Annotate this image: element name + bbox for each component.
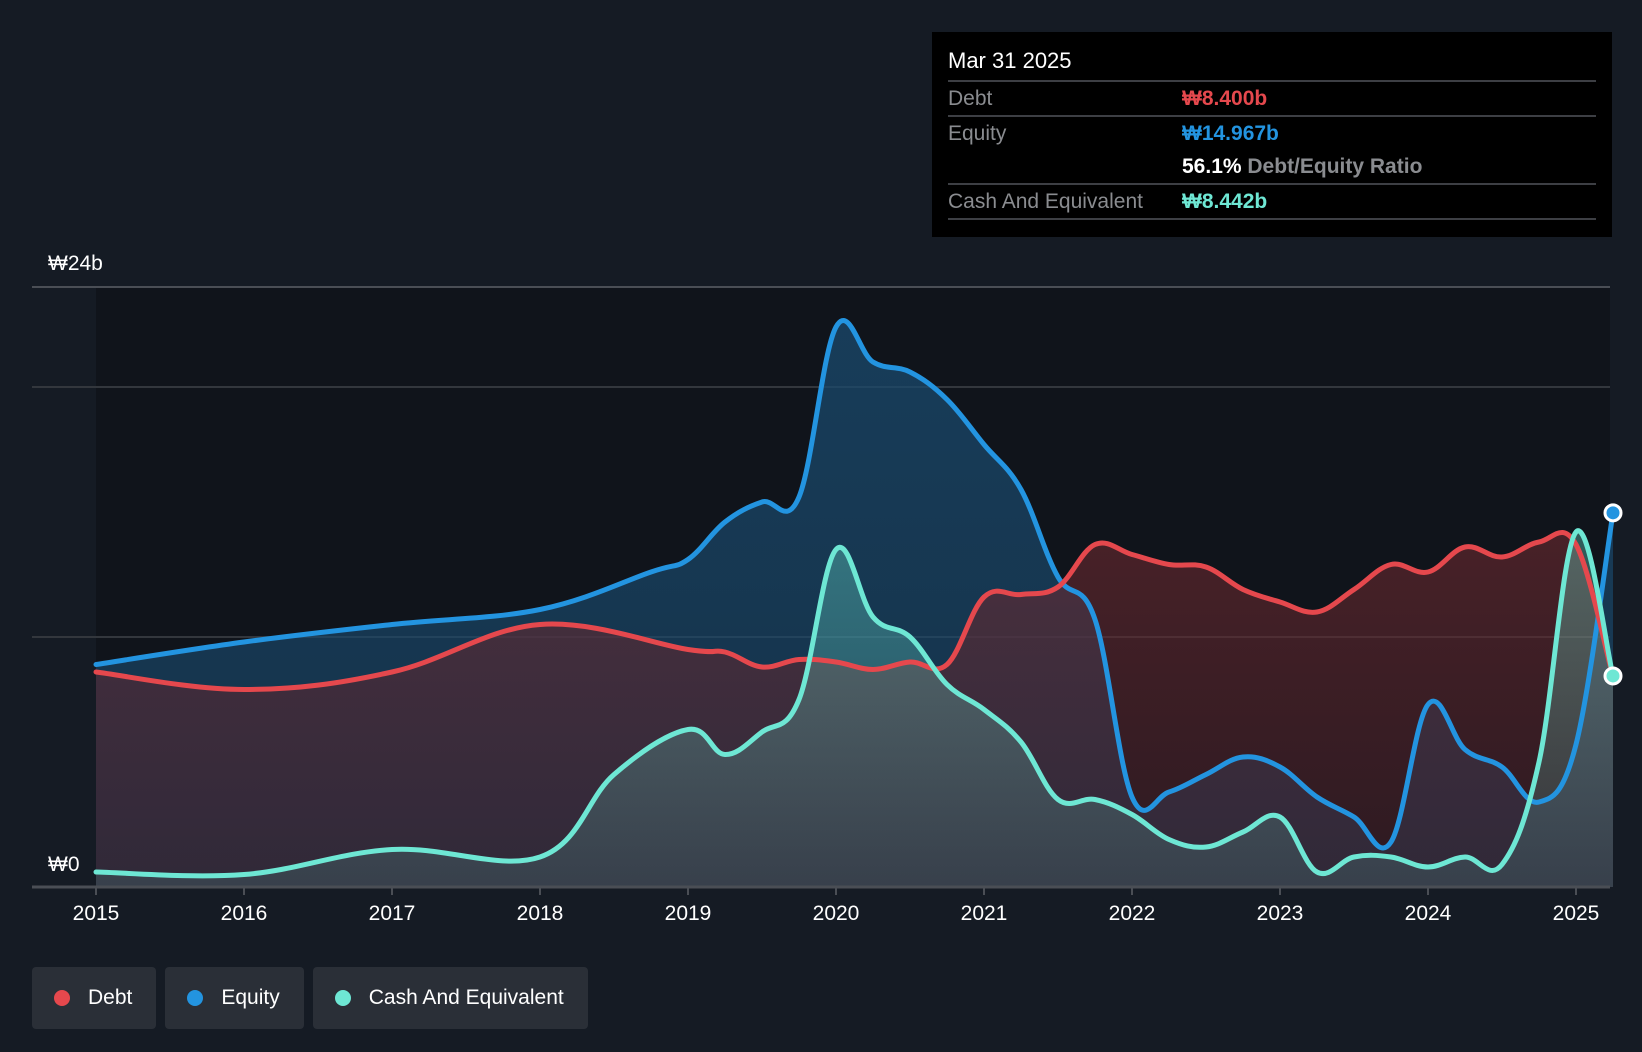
tooltip-value-debt: ₩8.400b bbox=[1182, 87, 1268, 110]
line-cash-and-equivalent bbox=[93, 528, 1616, 879]
tooltip-row-equity: Equity ₩14.967b bbox=[948, 117, 1596, 150]
x-tick-label: 2020 bbox=[813, 902, 860, 925]
legend-label: Equity bbox=[221, 986, 280, 1009]
x-tick-label: 2015 bbox=[73, 902, 120, 925]
legend-item-cash[interactable]: Cash And Equivalent bbox=[312, 967, 588, 1029]
y-tick-label: ₩0 bbox=[48, 853, 80, 876]
x-tick-label: 2022 bbox=[1109, 902, 1156, 925]
tooltip-row-ratio: 56.1% Debt/Equity Ratio bbox=[948, 150, 1596, 185]
tooltip: Mar 31 2025 Debt ₩8.400b Equity ₩14.967b… bbox=[932, 32, 1612, 237]
legend-item-debt[interactable]: Debt bbox=[32, 967, 157, 1029]
line-debt bbox=[93, 529, 1616, 692]
legend-dot-icon bbox=[187, 990, 204, 1006]
x-tick-label: 2019 bbox=[665, 902, 712, 925]
x-tick-label: 2016 bbox=[221, 902, 268, 925]
tooltip-row-debt: Debt ₩8.400b bbox=[948, 82, 1596, 117]
end-marker-equity bbox=[1603, 503, 1623, 523]
x-tick-label: 2023 bbox=[1257, 902, 1304, 925]
legend-dot-icon bbox=[334, 990, 351, 1006]
tooltip-label: Debt bbox=[948, 87, 993, 110]
tooltip-label: Equity bbox=[948, 122, 1007, 145]
ratio-value: 56.1% bbox=[1182, 155, 1242, 178]
tooltip-date: Mar 31 2025 bbox=[948, 46, 1596, 82]
line-equity bbox=[93, 318, 1616, 851]
tooltip-value-equity: ₩14.967b bbox=[1182, 122, 1279, 145]
tooltip-label: Cash And Equivalent bbox=[948, 190, 1143, 213]
x-tick-label: 2025 bbox=[1553, 902, 1600, 925]
y-tick-label: ₩24b bbox=[48, 252, 103, 275]
area-cash-and-equivalent bbox=[96, 530, 1613, 887]
x-tick-label: 2017 bbox=[369, 902, 416, 925]
tooltip-value-cash: ₩8.442b bbox=[1182, 190, 1268, 213]
x-tick-label: 2024 bbox=[1405, 902, 1452, 925]
legend-label: Debt bbox=[88, 986, 133, 1009]
end-marker-cash-and-equivalent bbox=[1603, 666, 1623, 686]
legend-label: Cash And Equivalent bbox=[368, 986, 564, 1009]
x-tick-label: 2021 bbox=[961, 902, 1008, 925]
x-tick-label: 2018 bbox=[517, 902, 564, 925]
tooltip-row-cash: Cash And Equivalent ₩8.442b bbox=[948, 185, 1596, 220]
ratio-label: Debt/Equity Ratio bbox=[1247, 155, 1423, 178]
legend-item-equity[interactable]: Equity bbox=[165, 967, 304, 1029]
legend-dot-icon bbox=[54, 990, 70, 1006]
legend: Debt Equity Cash And Equivalent bbox=[32, 967, 588, 1029]
